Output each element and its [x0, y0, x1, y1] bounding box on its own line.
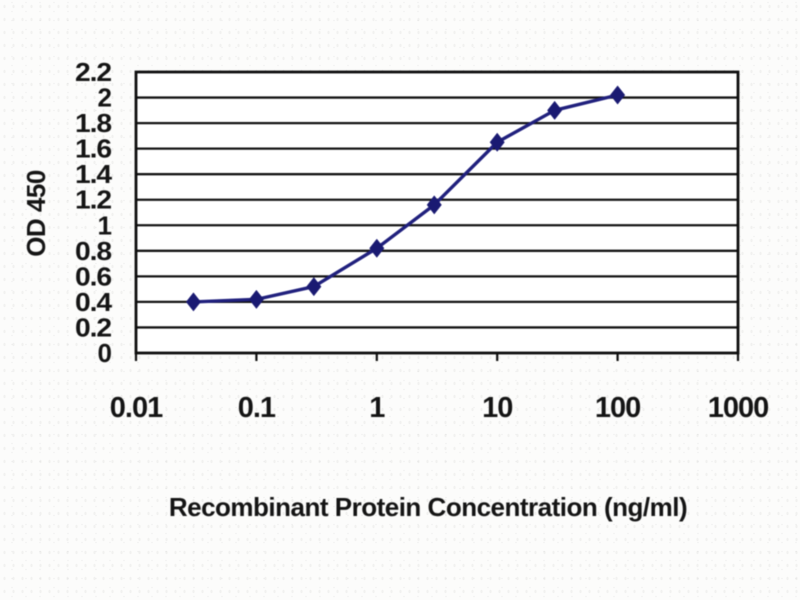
x-tick-label: 1 [369, 392, 385, 424]
y-tick-label: 2 [98, 83, 112, 113]
data-point-marker [426, 195, 442, 215]
y-tick-label: 1 [98, 210, 112, 240]
y-tick-label: 1.2 [75, 185, 112, 215]
y-tick-label: 0 [98, 338, 112, 368]
data-series-line [193, 93, 619, 304]
x-tick-label: 10 [482, 392, 512, 424]
data-point-marker [489, 132, 505, 152]
y-tick-label: 1.8 [75, 108, 112, 138]
data-point-marker [248, 289, 264, 309]
data-point-marker [610, 85, 626, 105]
x-tick-label: 1000 [708, 392, 769, 424]
x-axis-title: Recombinant Protein Concentration (ng/ml… [168, 492, 688, 522]
data-point-marker [306, 277, 322, 297]
plot-background [136, 72, 738, 353]
plot-frame [134, 70, 740, 355]
x-tick-label: 0.01 [110, 392, 163, 424]
y-tick-label: 0.4 [75, 287, 113, 317]
y-axis-title: OD 450 [21, 170, 51, 257]
y-tick-label: 0.2 [75, 312, 112, 342]
data-point-marker [369, 238, 385, 258]
y-tick-label: 0.8 [75, 236, 112, 266]
y-tick-label: 1.4 [75, 159, 113, 189]
x-tick-label: 100 [595, 392, 640, 424]
data-point-marker [185, 292, 201, 312]
y-tick-label: 0.6 [75, 261, 112, 291]
y-tick-label: 1.6 [75, 134, 112, 164]
y-tick-label: 2.2 [75, 57, 112, 87]
x-tick-label: 0.1 [238, 392, 276, 424]
data-point-marker [547, 100, 563, 120]
